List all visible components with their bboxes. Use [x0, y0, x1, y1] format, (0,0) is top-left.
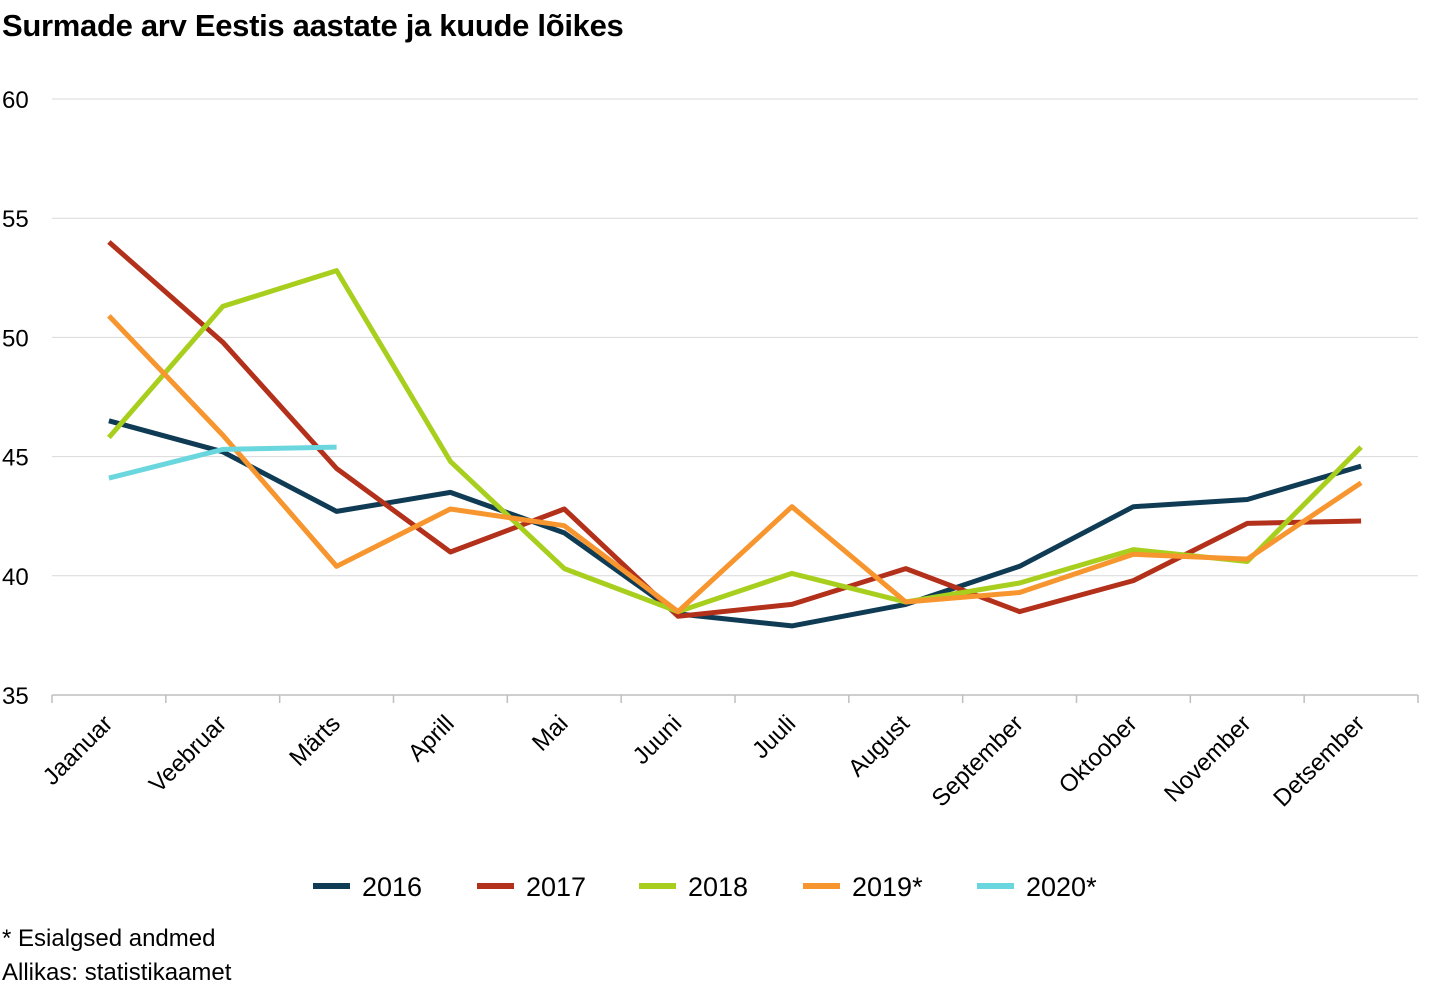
series-line-2020	[108, 444, 337, 481]
x-tick-label: Detsember	[1268, 710, 1370, 812]
series-line-2018	[107, 268, 1363, 615]
legend-label: 2019*	[852, 872, 923, 902]
y-tick-label: 50	[2, 325, 29, 352]
x-tick-label: Veebruar	[144, 710, 232, 798]
x-tick-label: Juuli	[747, 710, 801, 764]
legend-label: 2017	[526, 872, 586, 902]
x-tick-label: Mai	[527, 710, 573, 756]
y-tick-label: 35	[2, 683, 29, 710]
legend-label: 2016	[362, 872, 422, 902]
series-line-2019	[107, 314, 1363, 615]
series-line-2016	[108, 418, 1362, 629]
x-tick-label: Aprill	[403, 710, 460, 767]
legend-label: 2018	[688, 872, 748, 902]
footnote-preliminary: * Esialgsed andmed	[2, 925, 216, 952]
y-tick-label: 60	[2, 87, 29, 114]
x-tick-label: November	[1159, 710, 1256, 807]
x-tick-label: Märts	[284, 710, 346, 772]
chart-title: Surmade arv Eestis aastate ja kuude lõik…	[2, 8, 624, 43]
y-tick-label: 40	[2, 564, 29, 591]
y-tick-label: 45	[2, 445, 29, 472]
legend-label: 2020*	[1026, 872, 1097, 902]
x-tick-label: Jaanuar	[38, 710, 118, 790]
footnote-source: Allikas: statistikaamet	[2, 959, 232, 986]
x-tick-label: Juuni	[628, 710, 688, 770]
x-tick-label: August	[843, 710, 915, 782]
x-tick-label: September	[927, 710, 1029, 812]
x-tick-label: Oktoober	[1054, 710, 1143, 799]
y-tick-label: 55	[2, 206, 29, 233]
